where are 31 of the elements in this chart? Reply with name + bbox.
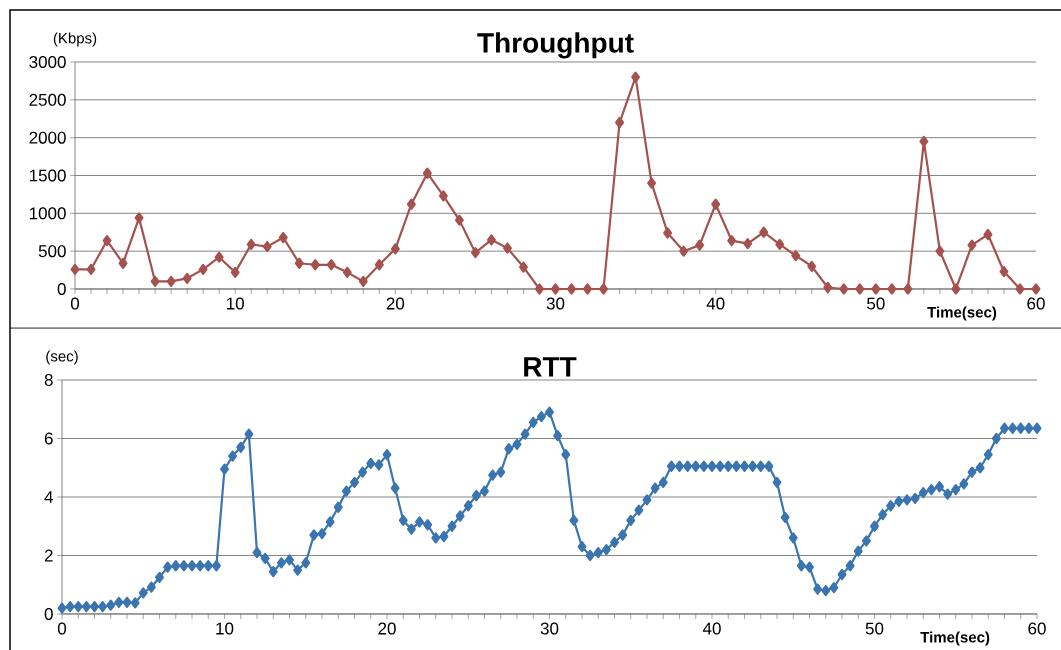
x-tick-label: 30 <box>546 297 565 310</box>
x-tick-label: 60 <box>1027 297 1045 310</box>
y-tick-label: 2 <box>44 549 53 562</box>
chart-title: RTT <box>524 357 577 377</box>
y-tick-label: 3000 <box>29 55 66 69</box>
x-tick-label: 10 <box>216 622 234 635</box>
y-axis-title: (Kbps) <box>53 32 97 47</box>
x-tick-label: 40 <box>706 297 725 310</box>
y-tick-label: 4 <box>44 491 53 503</box>
y-tick-label: 0 <box>57 282 66 296</box>
y-tick-label: 6 <box>44 432 53 445</box>
y-tick-label: 2500 <box>29 93 66 106</box>
chart-title: Throughput <box>477 32 634 59</box>
x-axis-title: Time(sec) <box>920 631 990 646</box>
y-tick-label: 500 <box>38 245 66 258</box>
x-tick-label: 60 <box>1028 622 1046 635</box>
x-tick-label: 0 <box>70 297 80 310</box>
y-tick-label: 8 <box>44 373 53 387</box>
x-tick-label: 20 <box>378 622 396 635</box>
x-axis-title: Time(sec) <box>927 306 997 321</box>
x-tick-label: 50 <box>865 622 884 635</box>
x-tick-label: 50 <box>867 297 885 310</box>
y-tick-label: 2000 <box>29 131 66 144</box>
y-tick-label: 1000 <box>29 207 66 220</box>
y-axis-title: (sec) <box>46 350 78 365</box>
y-tick-label: 1500 <box>29 169 66 182</box>
x-tick-label: 30 <box>540 622 559 635</box>
x-tick-label: 10 <box>227 297 244 310</box>
y-tick-label: 0 <box>44 607 53 621</box>
x-tick-label: 20 <box>386 297 405 310</box>
x-tick-label: 40 <box>702 622 721 635</box>
